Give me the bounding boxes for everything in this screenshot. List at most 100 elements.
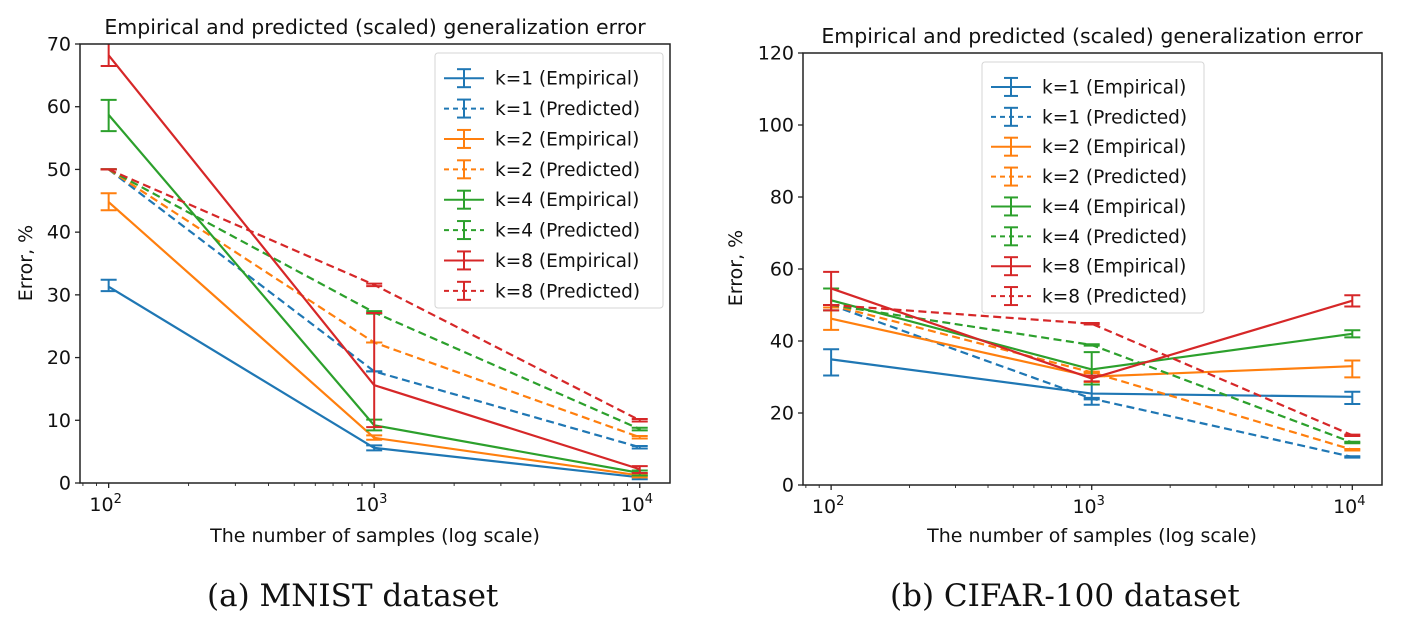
legend-item: k=2 (Predicted) — [444, 159, 640, 181]
legend-label: k=8 (Predicted) — [495, 281, 640, 302]
y-tick-label: 0 — [782, 475, 794, 497]
legend-label: k=1 (Empirical) — [1042, 77, 1186, 98]
legend: k=1 (Empirical) k=1 (Predicted) k=2 (Empir… — [434, 52, 664, 309]
error-bar — [1344, 390, 1361, 405]
x-axis-label: The number of samples (log scale) — [926, 525, 1257, 547]
error-bar — [1344, 433, 1361, 438]
x-tick-label: 102 — [89, 492, 121, 516]
y-tick-label: 30 — [47, 284, 71, 306]
y-tick-label: 80 — [770, 187, 794, 209]
legend-label: k=2 (Predicted) — [1042, 167, 1187, 188]
legend-label: k=4 (Empirical) — [1042, 197, 1186, 218]
legend-label: k=4 (Predicted) — [1042, 227, 1187, 248]
x-axis-label: The number of samples (log scale) — [209, 525, 540, 547]
error-bar — [366, 282, 383, 288]
chart-mnist: Empirical and predicted (scaled) general… — [15, 15, 671, 547]
y-tick-label: 40 — [47, 222, 71, 244]
y-tick-label: 50 — [47, 159, 71, 181]
legend-item: k=8 (Predicted) — [991, 286, 1187, 308]
series-k-8-predicted — [823, 303, 1361, 438]
legend: k=1 (Empirical) k=1 (Predicted) k=2 (Empir… — [981, 61, 1205, 314]
y-tick-label: 40 — [770, 331, 794, 353]
series-k-8-empirical — [823, 270, 1361, 383]
y-tick-label: 120 — [758, 43, 794, 65]
legend-label: k=1 (Empirical) — [495, 69, 639, 90]
x-tick-label: 103 — [1072, 494, 1104, 518]
error-bar — [1344, 359, 1361, 379]
caption-cifar100: (b) CIFAR-100 dataset — [890, 578, 1240, 614]
legend-item: k=4 (Empirical) — [991, 196, 1186, 218]
legend-label: k=4 (Predicted) — [495, 221, 640, 242]
legend-item: k=8 (Empirical) — [444, 250, 639, 272]
error-bar — [823, 270, 840, 312]
x-tick-label: 102 — [812, 494, 844, 518]
chart-cifar100: Empirical and predicted (scaled) general… — [725, 24, 1383, 547]
error-bar — [1083, 374, 1100, 383]
error-bar — [366, 434, 383, 441]
y-tick-label: 60 — [770, 259, 794, 281]
legend-label: k=1 (Predicted) — [1042, 107, 1187, 128]
legend-item: k=8 (Empirical) — [991, 256, 1186, 278]
legend-item: k=1 (Predicted) — [444, 98, 640, 120]
legend-item: k=4 (Predicted) — [991, 226, 1187, 248]
error-bar — [1083, 396, 1100, 401]
series-group — [100, 44, 648, 481]
legend-item: k=2 (Empirical) — [444, 128, 639, 150]
y-axis-label: Error, % — [725, 230, 747, 306]
y-tick-label: 20 — [770, 403, 794, 425]
axes-frame — [79, 43, 671, 484]
legend-item: k=2 (Predicted) — [991, 166, 1187, 188]
error-bar — [1344, 440, 1361, 445]
series-k-8-predicted — [100, 168, 648, 423]
error-bar — [1344, 448, 1361, 452]
caption-mnist: (a) MNIST dataset — [207, 578, 499, 614]
legend-box — [981, 61, 1205, 314]
error-bar — [100, 278, 117, 293]
x-tick-label: 104 — [1333, 494, 1365, 518]
error-bar — [1083, 322, 1100, 326]
legend-box — [434, 52, 664, 309]
error-bar — [100, 98, 117, 133]
legend-item: k=8 (Predicted) — [444, 280, 640, 302]
legend-label: k=1 (Predicted) — [495, 99, 640, 120]
y-tick-label: 0 — [59, 473, 71, 495]
y-tick-label: 60 — [47, 96, 71, 118]
series-group — [823, 270, 1361, 459]
error-bar — [366, 444, 383, 452]
legend-label: k=2 (Empirical) — [495, 129, 639, 150]
error-bar — [823, 348, 840, 377]
error-bar — [1344, 294, 1361, 308]
legend-label: k=2 (Empirical) — [1042, 137, 1186, 158]
legend-label: k=4 (Empirical) — [495, 190, 639, 211]
chart-title: Empirical and predicted (scaled) general… — [821, 24, 1363, 48]
error-bar — [1344, 455, 1361, 459]
legend-label: k=8 (Empirical) — [1042, 257, 1186, 278]
y-tick-label: 10 — [47, 410, 71, 432]
chart-title: Empirical and predicted (scaled) general… — [104, 15, 646, 39]
legend-label: k=8 (Predicted) — [1042, 287, 1187, 308]
error-bar — [631, 426, 648, 432]
error-bar — [631, 444, 648, 450]
error-bar — [366, 312, 383, 429]
series-line — [831, 303, 1353, 437]
legend-item: k=1 (Predicted) — [991, 106, 1187, 128]
legend-item: k=1 (Empirical) — [991, 76, 1186, 98]
y-tick-label: 100 — [758, 115, 794, 137]
legend-item: k=1 (Empirical) — [444, 68, 639, 90]
error-bar — [631, 418, 648, 423]
x-tick-label: 104 — [621, 492, 653, 516]
error-bar — [100, 192, 117, 212]
legend-label: k=8 (Empirical) — [495, 251, 639, 272]
error-bar — [631, 434, 648, 440]
legend-item: k=4 (Predicted) — [444, 220, 640, 242]
y-tick-label: 70 — [47, 34, 71, 56]
y-axis-label: Error, % — [15, 225, 37, 301]
series-line — [107, 168, 641, 449]
legend-label: k=2 (Predicted) — [495, 160, 640, 181]
series-k-8-empirical — [100, 44, 648, 474]
legend-item: k=4 (Empirical) — [444, 189, 639, 211]
error-bar — [1083, 343, 1100, 347]
